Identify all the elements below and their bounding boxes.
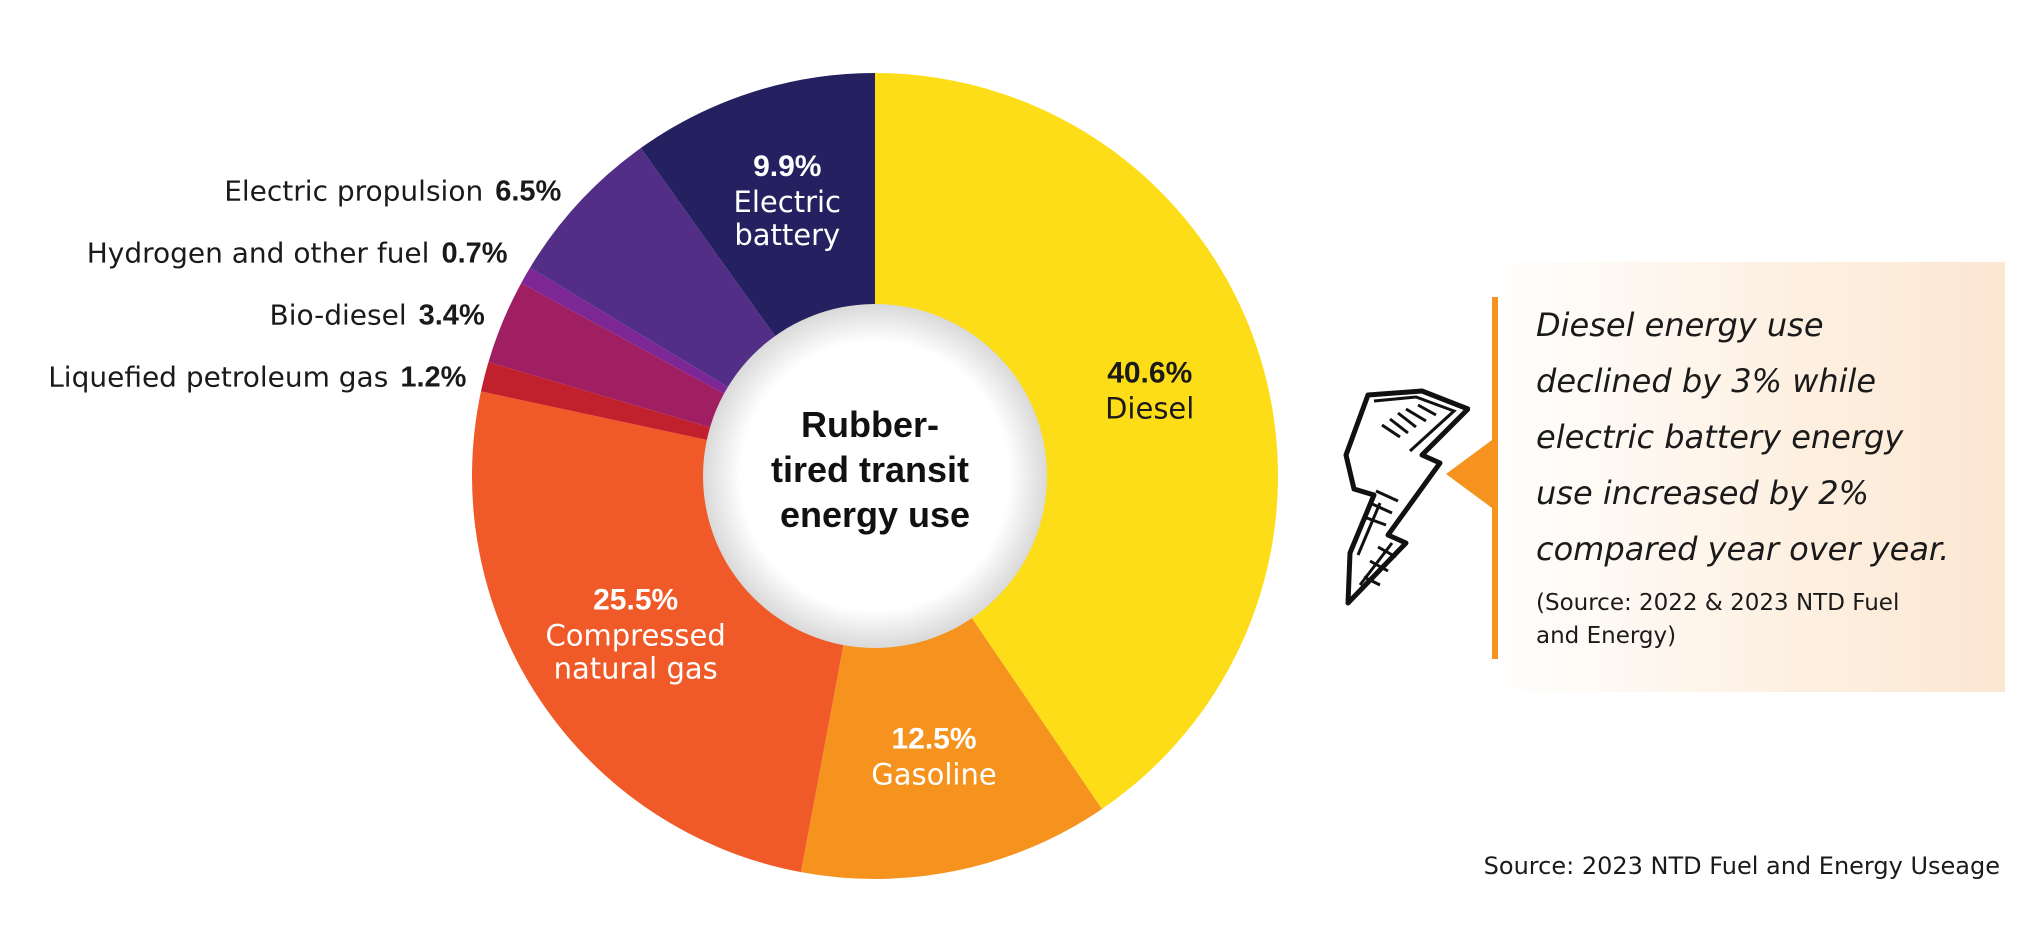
slice-value-label: 40.6% — [1107, 356, 1192, 389]
callout-box — [1485, 262, 2005, 692]
slice-value-label: 25.5% — [593, 583, 678, 616]
slice-name-label: Compressed — [546, 618, 726, 652]
pie-slices — [471, 73, 1278, 879]
slice-name-label: Electric propulsion — [224, 175, 483, 208]
chart-title: Rubber- tired transit energy use — [771, 404, 979, 535]
callout-text: Diesel energy use declined by 3% while e… — [1536, 306, 1950, 568]
slice-value-label: 9.9% — [753, 150, 821, 183]
slice-value-label: 12.5% — [891, 722, 976, 755]
callout-pointer — [1446, 440, 1492, 508]
outside-labels: 6.5% Electric propulsion 0.7% Hydrogen and … — [48, 175, 561, 394]
slice-value-label: 3.4% — [419, 300, 485, 332]
donut-hole — [703, 304, 1047, 648]
slice-name-label: natural gas — [554, 651, 718, 685]
slice-diesel — [875, 73, 1278, 810]
callout-source: (Source: 2022 & 2023 NTD Fuel and Energy… — [1536, 590, 1900, 649]
slice-value-label: 1.2% — [400, 362, 466, 394]
slice-value-label: 6.5% — [495, 176, 561, 208]
callout-accent-bar — [1492, 297, 1498, 659]
inside-labels: 40.6%Diesel 12.5%Gasoline 25.5%Compressedn… — [546, 150, 1195, 791]
slice-name-label: Diesel — [1105, 391, 1194, 425]
footer-source: Source: 2023 NTD Fuel and Energy Useage — [1483, 852, 2000, 880]
slice-name-label: Bio-diesel — [270, 299, 407, 332]
slice-name-label: Electric — [734, 185, 841, 219]
slice-name-label: Liquefied petroleum gas — [48, 361, 388, 394]
slice-name-label: Hydrogen and other fuel — [87, 237, 430, 270]
slice-name-label: battery — [734, 218, 840, 252]
lightning-bolt-icon — [1343, 388, 1470, 606]
slice-value-label: 0.7% — [441, 238, 507, 270]
slice-name-label: Gasoline — [871, 757, 996, 791]
